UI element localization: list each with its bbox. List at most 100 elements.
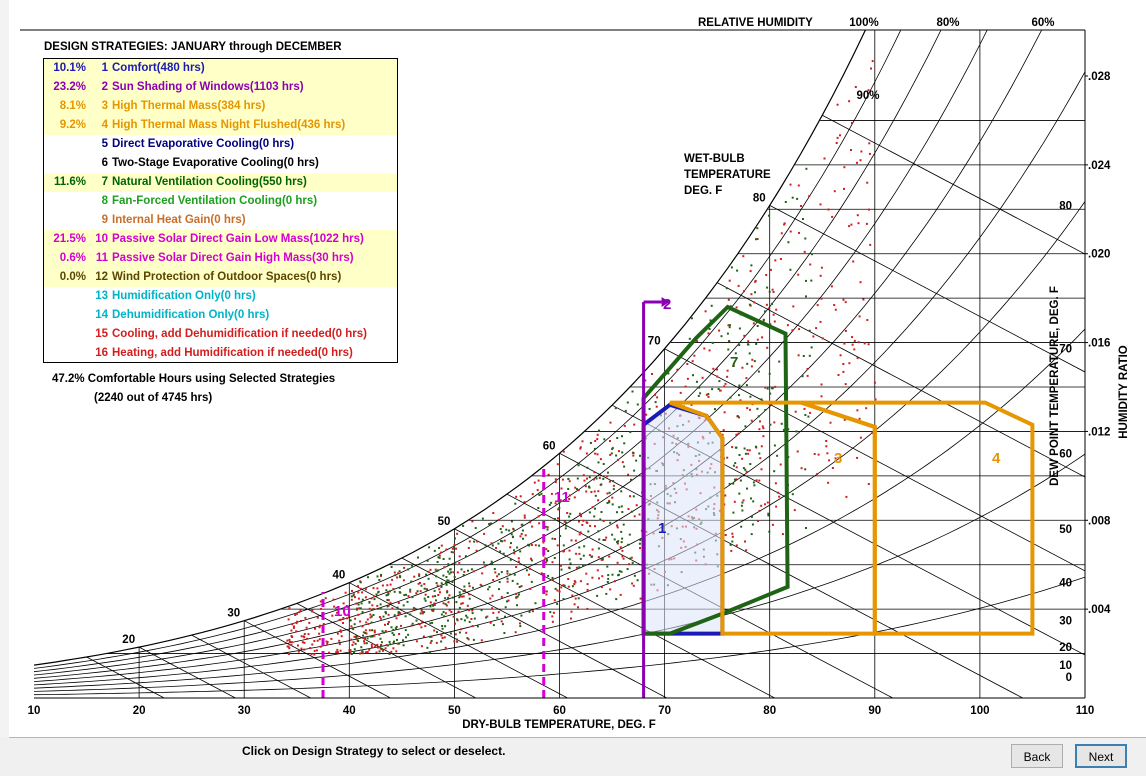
data-point bbox=[510, 542, 512, 545]
data-point bbox=[394, 627, 397, 630]
next-button[interactable]: Next bbox=[1075, 744, 1127, 768]
strategy-row-4[interactable]: 9.2% 4 High Thermal Mass Night Flushed(436… bbox=[44, 116, 397, 135]
data-point bbox=[591, 548, 594, 551]
data-point bbox=[380, 644, 383, 647]
data-point bbox=[629, 557, 632, 560]
data-point bbox=[373, 595, 376, 598]
data-point bbox=[636, 403, 639, 406]
data-point bbox=[823, 157, 826, 160]
data-point bbox=[372, 607, 375, 610]
data-point bbox=[392, 642, 395, 644]
data-point bbox=[562, 450, 565, 453]
data-point bbox=[319, 607, 322, 610]
data-point bbox=[843, 418, 846, 421]
data-point bbox=[614, 580, 616, 583]
data-point bbox=[542, 541, 545, 544]
data-point bbox=[746, 343, 749, 346]
data-point bbox=[867, 89, 870, 92]
data-point bbox=[602, 463, 605, 465]
strategy-row-11[interactable]: 0.6% 11 Passive Solar Direct Gain High Mas… bbox=[44, 249, 397, 268]
data-point bbox=[427, 570, 430, 573]
data-point bbox=[690, 317, 693, 320]
data-point bbox=[494, 571, 497, 574]
strategy-percent: 9.2% bbox=[59, 119, 86, 131]
data-point bbox=[395, 650, 398, 653]
zone-label-4: 4 bbox=[992, 450, 1001, 467]
data-point bbox=[766, 286, 769, 289]
strategy-row-14[interactable]: 14 Dehumidification Only(0 hrs) bbox=[44, 306, 397, 325]
x-tick-label: 30 bbox=[238, 705, 251, 717]
data-point bbox=[453, 546, 456, 549]
wet-bulb-line bbox=[244, 620, 391, 698]
data-point bbox=[843, 166, 846, 169]
data-point bbox=[506, 580, 509, 583]
data-point bbox=[593, 490, 596, 493]
strategy-row-2[interactable]: 23.2% 2 Sun Shading of Windows(1103 hrs) bbox=[44, 78, 397, 97]
strategy-row-5[interactable]: 5 Direct Evaporative Cooling(0 hrs) bbox=[44, 135, 397, 154]
data-point bbox=[364, 632, 367, 634]
data-point bbox=[764, 503, 766, 506]
data-point bbox=[357, 603, 360, 606]
data-point bbox=[433, 629, 436, 632]
data-point bbox=[810, 279, 813, 282]
data-point bbox=[631, 582, 634, 585]
strategy-row-7[interactable]: 11.6% 7 Natural Ventilation Cooling(550 hr… bbox=[44, 173, 397, 192]
data-point bbox=[765, 303, 768, 306]
data-point bbox=[389, 643, 392, 646]
data-point bbox=[621, 511, 624, 513]
x-tick-label: 100 bbox=[970, 705, 989, 717]
data-point bbox=[310, 653, 313, 656]
data-point bbox=[594, 494, 597, 497]
data-point bbox=[628, 563, 631, 566]
data-point bbox=[483, 565, 486, 568]
data-point bbox=[324, 597, 327, 600]
strategy-row-16[interactable]: 16 Heating, add Humidification if needed(… bbox=[44, 344, 397, 363]
back-button[interactable]: Back bbox=[1011, 744, 1063, 768]
dew-point-tick-label: 10 bbox=[1059, 660, 1072, 672]
strategy-row-13[interactable]: 13 Humidification Only(0 hrs) bbox=[44, 287, 397, 306]
strategy-row-3[interactable]: 8.1% 3 High Thermal Mass(384 hrs) bbox=[44, 97, 397, 116]
data-point bbox=[808, 195, 811, 198]
data-point bbox=[795, 430, 798, 433]
strategy-row-1[interactable]: 10.1% 1 Comfort(480 hrs) bbox=[44, 59, 397, 78]
data-point bbox=[810, 346, 813, 349]
data-point bbox=[339, 618, 342, 621]
data-point bbox=[774, 482, 777, 485]
data-point bbox=[623, 424, 626, 427]
data-point bbox=[582, 519, 585, 522]
data-point bbox=[439, 591, 441, 594]
data-point bbox=[579, 446, 582, 449]
data-point bbox=[608, 501, 611, 504]
data-point bbox=[819, 320, 822, 323]
data-point bbox=[844, 301, 847, 304]
strategy-row-10[interactable]: 21.5% 10 Passive Solar Direct Gain Low Mas… bbox=[44, 230, 397, 249]
data-point bbox=[531, 610, 534, 613]
data-point bbox=[597, 547, 600, 550]
data-point bbox=[387, 592, 390, 595]
data-point bbox=[429, 635, 432, 638]
data-point bbox=[454, 633, 457, 636]
data-point bbox=[501, 525, 504, 528]
data-point bbox=[549, 611, 552, 614]
data-point bbox=[798, 231, 800, 234]
strategy-row-12[interactable]: 0.0% 12 Wind Protection of Outdoor Spaces(… bbox=[44, 268, 397, 287]
zone-label-7: 7 bbox=[730, 354, 738, 371]
strategy-row-8[interactable]: 8 Fan-Forced Ventilation Cooling(0 hrs) bbox=[44, 192, 397, 211]
strategy-row-15[interactable]: 15 Cooling, add Dehumidification if neede… bbox=[44, 325, 397, 344]
strategy-row-6[interactable]: 6 Two-Stage Evaporative Cooling(0 hrs) bbox=[44, 154, 397, 173]
data-point bbox=[453, 640, 456, 643]
data-point bbox=[742, 255, 745, 258]
data-point bbox=[586, 588, 589, 591]
data-point bbox=[718, 329, 721, 332]
comfort-summary-hours: (2240 out of 4745 hrs) bbox=[94, 392, 213, 404]
data-point bbox=[388, 653, 391, 655]
data-point bbox=[521, 523, 524, 526]
data-point bbox=[362, 631, 365, 634]
strategy-row-9[interactable]: 9 Internal Heat Gain(0 hrs) bbox=[44, 211, 397, 230]
data-point bbox=[731, 532, 734, 535]
data-point bbox=[409, 613, 412, 616]
data-point bbox=[545, 593, 548, 596]
data-point bbox=[731, 540, 734, 543]
data-point bbox=[452, 551, 455, 554]
data-point bbox=[751, 523, 754, 526]
